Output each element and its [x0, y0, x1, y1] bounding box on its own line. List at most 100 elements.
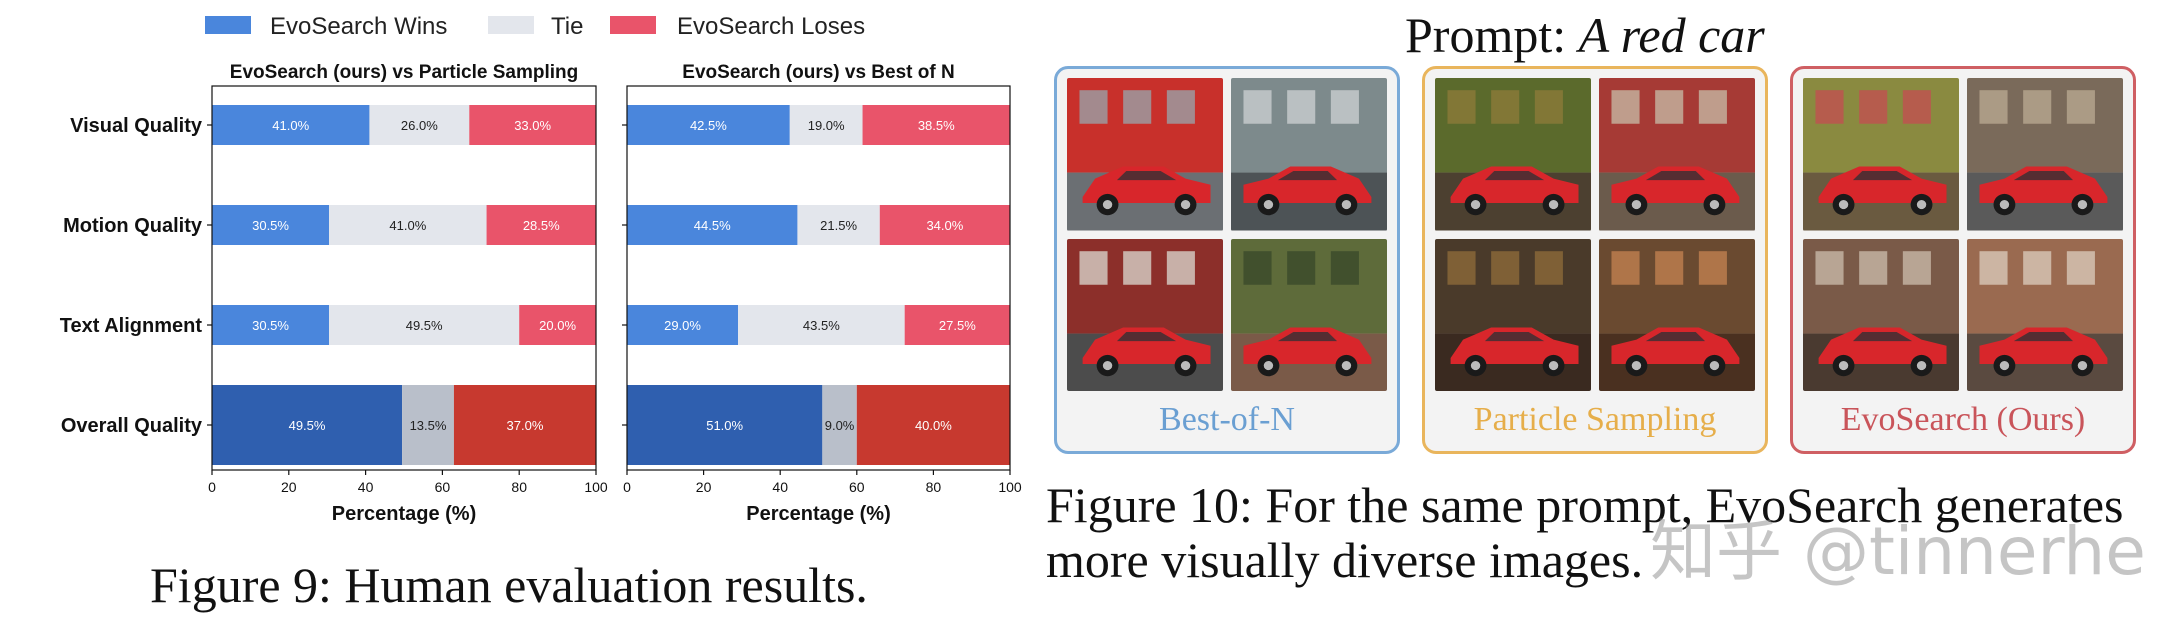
- data-label: 26.0%: [401, 118, 438, 133]
- data-label: 43.5%: [803, 318, 840, 333]
- car-image: [1231, 78, 1387, 231]
- legend-label: EvoSearch Loses: [677, 13, 865, 40]
- data-label: 30.5%: [252, 218, 289, 233]
- watermark: 知乎 @tinnerhe: [1650, 513, 2146, 590]
- data-label: 13.5%: [410, 418, 447, 433]
- x-tick-label: 80: [926, 479, 942, 495]
- panel-particle-sampling: Particle Sampling: [1422, 66, 1768, 454]
- car-image: [1967, 238, 2123, 391]
- bar-segment: [627, 205, 798, 245]
- data-label: 51.0%: [706, 418, 743, 433]
- y-tick-label: Overall Quality: [61, 415, 203, 437]
- panel-label: Particle Sampling: [1473, 401, 1717, 438]
- bar-segment: [212, 385, 403, 465]
- data-label: 44.5%: [694, 218, 731, 233]
- x-tick-label: 0: [208, 479, 216, 495]
- data-label: 38.5%: [918, 118, 955, 133]
- data-label: 28.5%: [523, 218, 560, 233]
- data-label: 19.0%: [808, 118, 845, 133]
- legend-swatch: [610, 16, 656, 34]
- car-image: [1435, 238, 1591, 391]
- bar-segment: [329, 205, 487, 245]
- plot-frame: [626, 85, 1011, 471]
- data-label: 42.5%: [690, 118, 727, 133]
- bar-segment: [822, 385, 857, 465]
- bar-segment: [879, 205, 1010, 245]
- data-label: 37.0%: [507, 418, 544, 433]
- chart-particle-sampling: EvoSearch (ours) vs Particle Sampling 41.…: [60, 62, 608, 525]
- data-label: 29.0%: [664, 318, 701, 333]
- bar-segment: [212, 205, 330, 245]
- data-label: 41.0%: [272, 118, 309, 133]
- bar-segment: [212, 105, 370, 145]
- data-label: 41.0%: [389, 218, 426, 233]
- panel-evosearch: EvoSearch (Ours): [1790, 66, 2136, 454]
- chart-title: EvoSearch (ours) vs Particle Sampling: [230, 62, 578, 83]
- bar-segment: [369, 105, 470, 145]
- x-axis-label: Percentage (%): [746, 503, 891, 525]
- figure9-caption: Figure 9: Human evaluation results.: [150, 557, 868, 613]
- bar-segment: [486, 205, 596, 245]
- data-label: 33.0%: [514, 118, 551, 133]
- x-tick-label: 40: [772, 479, 788, 495]
- x-tick-label: 60: [435, 479, 451, 495]
- data-label: 30.5%: [252, 318, 289, 333]
- car-image: [1599, 78, 1755, 231]
- x-tick-label: 100: [998, 479, 1022, 495]
- image-grid: [1803, 78, 2123, 391]
- y-tick-label: Text Alignment: [60, 315, 203, 337]
- plot-frame: [211, 85, 597, 471]
- x-tick-label: 0: [623, 479, 631, 495]
- car-image: [1067, 238, 1223, 391]
- bar-segment: [329, 305, 520, 345]
- car-image: [1067, 78, 1223, 231]
- x-tick-label: 20: [281, 479, 297, 495]
- car-image: [1803, 78, 1959, 231]
- bar-segment: [212, 305, 330, 345]
- y-tick-label: Visual Quality: [70, 115, 203, 137]
- y-tick-label: Motion Quality: [63, 215, 203, 237]
- bar-segment: [904, 305, 1010, 345]
- data-label: 34.0%: [926, 218, 963, 233]
- bar-segment: [627, 385, 823, 465]
- bar-segment: [797, 205, 880, 245]
- bar-segment: [862, 105, 1010, 145]
- x-axis-label: Percentage (%): [332, 503, 477, 525]
- x-tick-label: 20: [696, 479, 712, 495]
- bar-segment: [469, 105, 596, 145]
- chart-best-of-n: EvoSearch (ours) vs Best of N 42.5% 19.0% 3…: [622, 62, 1022, 525]
- bar-segment: [627, 305, 739, 345]
- data-label: 21.5%: [820, 218, 857, 233]
- data-label: 27.5%: [939, 318, 976, 333]
- panel-label: Best-of-N: [1159, 401, 1295, 438]
- bar-segment: [856, 385, 1010, 465]
- car-image: [1231, 238, 1387, 391]
- bar-segment: [789, 105, 863, 145]
- bar-segment: [519, 305, 596, 345]
- legend-label: Tie: [551, 13, 583, 40]
- figure10-caption: Figure 10: For the same prompt, EvoSearc…: [1046, 477, 2124, 588]
- x-tick-label: 80: [511, 479, 527, 495]
- data-label: 20.0%: [539, 318, 576, 333]
- bar-segment: [402, 385, 454, 465]
- prompt-prefix: Prompt:: [1405, 7, 1579, 63]
- prompt-text: A red car: [1578, 7, 1765, 63]
- bar-segment: [453, 385, 596, 465]
- legend-label: EvoSearch Wins: [270, 13, 447, 40]
- image-grid: [1435, 78, 1755, 391]
- panel-label: EvoSearch (Ours): [1840, 401, 2086, 438]
- panel-best-of-n: Best-of-N: [1054, 66, 1400, 454]
- figure9-chart: EvoSearch Wins Tie EvoSearch Loses EvoSear…: [60, 13, 1022, 525]
- x-tick-label: 60: [849, 479, 865, 495]
- data-label: 49.5%: [406, 318, 443, 333]
- data-label: 49.5%: [289, 418, 326, 433]
- bar-segment: [738, 305, 905, 345]
- chart-legend: EvoSearch Wins Tie EvoSearch Loses: [205, 13, 865, 40]
- data-label: 9.0%: [825, 418, 855, 433]
- car-image: [1803, 238, 1959, 391]
- x-tick-label: 100: [584, 479, 608, 495]
- prompt-line: Prompt: A red car: [1405, 6, 1765, 64]
- image-grid: [1067, 78, 1387, 391]
- chart-title: EvoSearch (ours) vs Best of N: [682, 62, 954, 83]
- car-image: [1967, 78, 2123, 231]
